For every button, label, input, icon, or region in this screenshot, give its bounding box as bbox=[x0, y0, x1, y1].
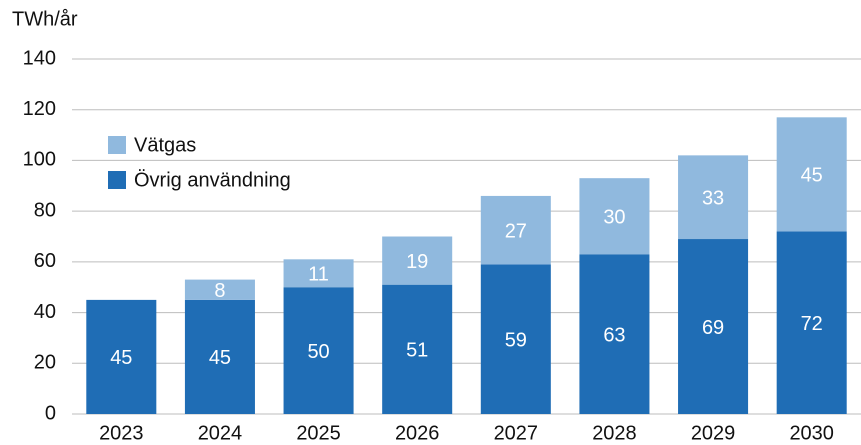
x-tick-label: 2026 bbox=[395, 422, 440, 444]
bar-segment bbox=[382, 284, 453, 414]
y-tick-label: 40 bbox=[34, 301, 56, 323]
y-tick-label: 100 bbox=[23, 149, 56, 171]
legend-swatch bbox=[108, 136, 126, 154]
x-tick-label: 2023 bbox=[99, 422, 144, 444]
x-tick-label: 2028 bbox=[592, 422, 637, 444]
x-tick-label: 2030 bbox=[789, 422, 834, 444]
value-label: 45 bbox=[209, 347, 231, 369]
value-label: 63 bbox=[603, 324, 625, 346]
y-tick-label: 60 bbox=[34, 250, 56, 272]
bar-segment bbox=[283, 287, 354, 414]
y-tick-label: 20 bbox=[34, 352, 56, 374]
bar-segment bbox=[678, 239, 749, 414]
x-tick-label: 2024 bbox=[198, 422, 243, 444]
bar-segment bbox=[776, 231, 847, 414]
legend-label: Vätgas bbox=[134, 134, 196, 156]
x-tick-label: 2029 bbox=[691, 422, 736, 444]
value-label: 27 bbox=[505, 220, 527, 242]
bar-segment bbox=[776, 117, 847, 232]
value-label: 19 bbox=[406, 251, 428, 273]
value-label: 59 bbox=[505, 329, 527, 351]
value-label: 30 bbox=[603, 206, 625, 228]
value-label: 45 bbox=[801, 165, 823, 187]
y-tick-label: 80 bbox=[34, 199, 56, 221]
bar-segment bbox=[86, 299, 157, 414]
value-label: 51 bbox=[406, 340, 428, 362]
bar-segment bbox=[480, 264, 551, 414]
value-label: 33 bbox=[702, 187, 724, 209]
y-axis-label: TWh/år bbox=[12, 8, 78, 30]
legend-label: Övrig användning bbox=[134, 169, 291, 191]
bar-segment bbox=[283, 259, 354, 288]
bar-segment bbox=[480, 195, 551, 265]
bar-segment bbox=[579, 178, 650, 255]
y-tick-label: 120 bbox=[23, 98, 56, 120]
value-label: 45 bbox=[110, 347, 132, 369]
x-tick-label: 2027 bbox=[494, 422, 539, 444]
y-tick-label: 140 bbox=[23, 47, 56, 69]
value-label: 11 bbox=[308, 264, 329, 286]
bar-segment bbox=[184, 279, 255, 300]
bar-segment bbox=[184, 299, 255, 414]
bar-segment bbox=[382, 236, 453, 285]
value-label: 69 bbox=[702, 317, 724, 339]
bar-segment bbox=[579, 254, 650, 414]
value-label: 8 bbox=[214, 280, 225, 302]
y-tick-label: 0 bbox=[45, 402, 56, 424]
legend-swatch bbox=[108, 171, 126, 189]
x-tick-label: 2025 bbox=[296, 422, 341, 444]
value-label: 72 bbox=[801, 313, 823, 335]
value-label: 50 bbox=[307, 341, 329, 363]
bar-segment bbox=[678, 155, 749, 240]
